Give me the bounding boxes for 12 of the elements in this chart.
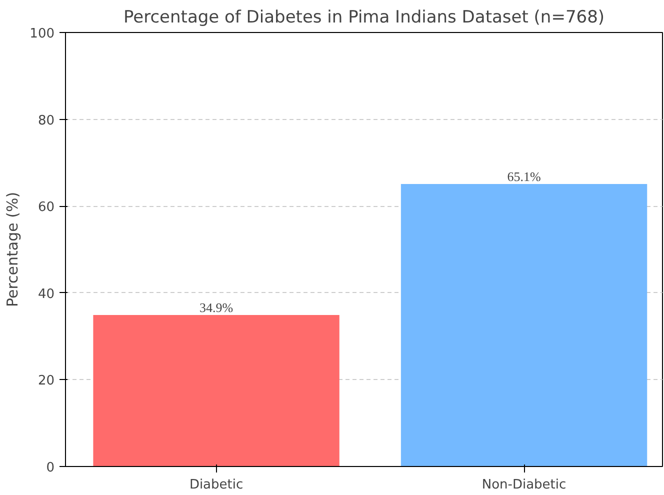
chart-title: Percentage of Diabetes in Pima Indians Dataset (n=768) — [123, 8, 605, 28]
y-tick-label: 0 — [46, 460, 55, 476]
data-label: 65.1% — [507, 168, 541, 184]
y-tick-label: 80 — [38, 113, 55, 128]
y-tick-label: 60 — [38, 200, 55, 216]
x-tick-label: Diabetic — [189, 478, 244, 492]
y-tick-label: 20 — [38, 374, 55, 389]
y-tick-label: 100 — [30, 26, 55, 42]
x-tick-label: Non-Diabetic — [482, 478, 566, 492]
y-axis-title: Percentage (%) — [4, 192, 22, 308]
data-label: 34.9% — [200, 300, 234, 316]
y-tick-label: 40 — [38, 286, 55, 302]
